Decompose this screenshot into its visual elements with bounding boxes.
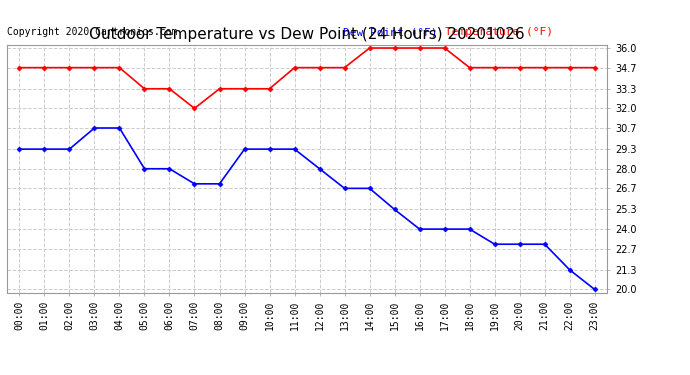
Text: Copyright 2020 Cartronics.com: Copyright 2020 Cartronics.com [7, 27, 177, 37]
Text: Dew Point (°F): Dew Point (°F) [343, 27, 437, 37]
Text: Temperature (°F): Temperature (°F) [445, 27, 553, 37]
Title: Outdoor Temperature vs Dew Point (24 Hours) 20201026: Outdoor Temperature vs Dew Point (24 Hou… [89, 27, 525, 42]
